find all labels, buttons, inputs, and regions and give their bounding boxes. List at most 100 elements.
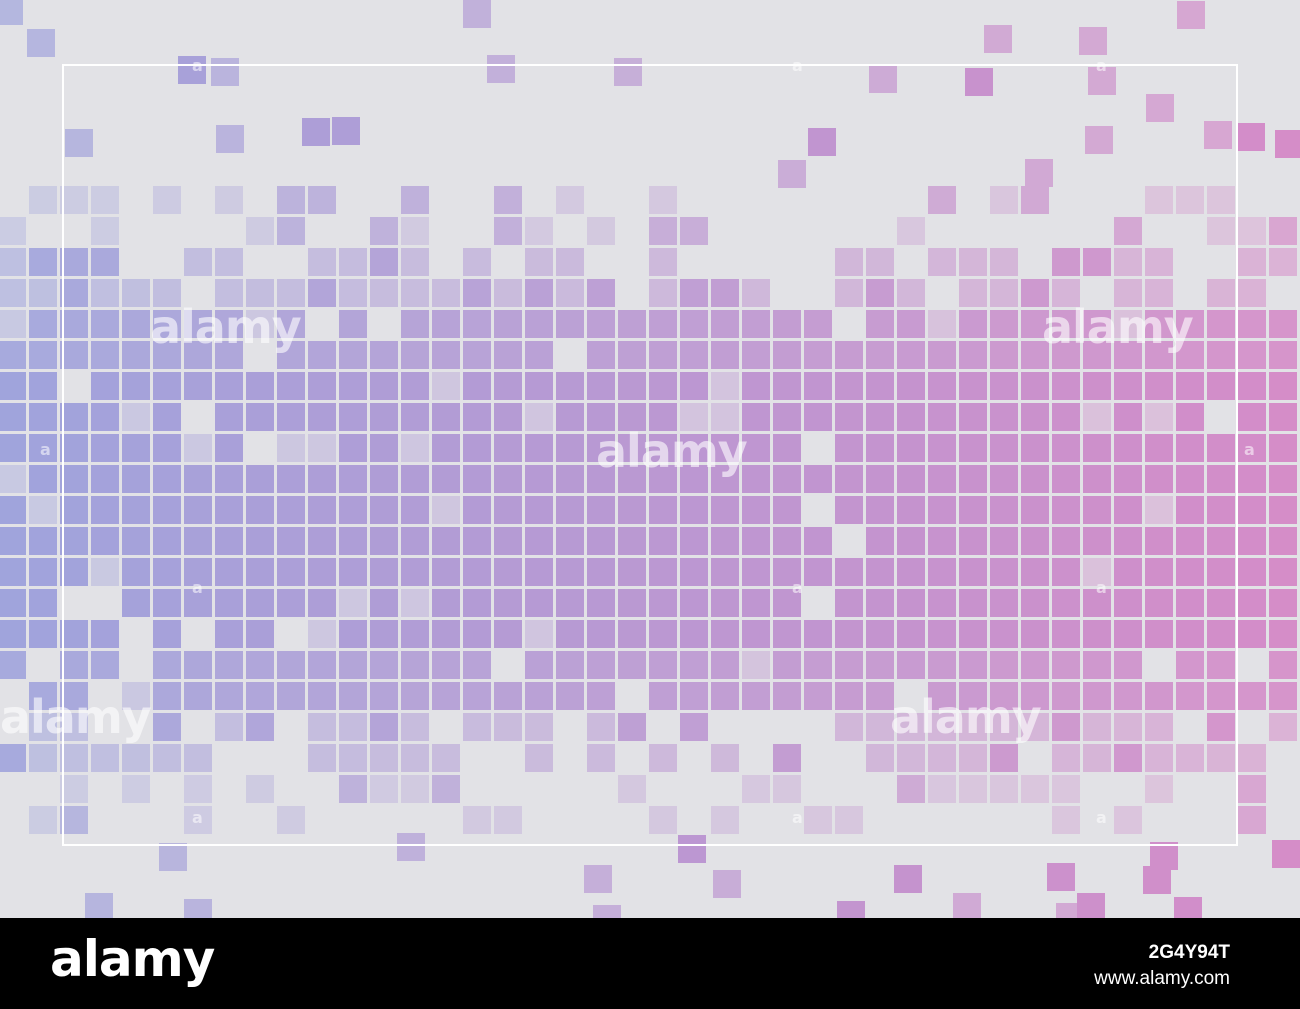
mosaic-tile	[1269, 620, 1297, 648]
mosaic-tile	[928, 713, 956, 741]
mosaic-tile	[246, 558, 274, 586]
mosaic-tile	[556, 620, 584, 648]
mosaic-tile	[804, 465, 832, 493]
mosaic-tile	[959, 713, 987, 741]
mosaic-tile	[277, 589, 305, 617]
mosaic-tile	[866, 341, 894, 369]
mosaic-tile	[432, 558, 460, 586]
mosaic-tile	[29, 744, 57, 772]
mosaic-tile	[463, 527, 491, 555]
mosaic-tile	[1114, 496, 1142, 524]
mosaic-tile	[277, 558, 305, 586]
mosaic-tile	[649, 403, 677, 431]
mosaic-tile	[1269, 465, 1297, 493]
mosaic-tile	[277, 186, 305, 214]
mosaic-tile	[1052, 558, 1080, 586]
mosaic-tile	[91, 372, 119, 400]
mosaic-tile	[463, 620, 491, 648]
mosaic-tile	[29, 620, 57, 648]
mosaic-tile	[432, 465, 460, 493]
mosaic-tile	[990, 558, 1018, 586]
mosaic-tile	[432, 341, 460, 369]
mosaic-tile	[339, 527, 367, 555]
mosaic-tile	[869, 65, 897, 93]
mosaic-tile	[556, 372, 584, 400]
mosaic-tile	[1207, 465, 1235, 493]
mosaic-tile	[866, 248, 894, 276]
mosaic-tile	[277, 465, 305, 493]
mosaic-tile	[0, 341, 26, 369]
mosaic-tile	[990, 310, 1018, 338]
mosaic-tile	[153, 589, 181, 617]
mosaic-tile	[1114, 465, 1142, 493]
mosaic-tile	[742, 403, 770, 431]
mosaic-tile	[91, 620, 119, 648]
mosaic-tile	[370, 775, 398, 803]
mosaic-tile	[897, 651, 925, 679]
mosaic-tile	[463, 651, 491, 679]
mosaic-tile	[277, 310, 305, 338]
mosaic-tile	[1083, 651, 1111, 679]
mosaic-tile	[897, 465, 925, 493]
mosaic-tile	[804, 372, 832, 400]
mosaic-tile	[122, 310, 150, 338]
mosaic-tile	[525, 341, 553, 369]
mosaic-tile	[1114, 806, 1142, 834]
mosaic-tile	[1238, 682, 1266, 710]
mosaic-tile	[215, 186, 243, 214]
mosaic-tile	[397, 833, 425, 861]
mosaic-tile	[1145, 279, 1173, 307]
mosaic-tile	[866, 496, 894, 524]
mosaic-tile	[953, 893, 981, 918]
mosaic-tile	[1176, 186, 1204, 214]
mosaic-tile	[122, 558, 150, 586]
mosaic-tile	[401, 558, 429, 586]
mosaic-tile	[990, 527, 1018, 555]
mosaic-tile	[525, 620, 553, 648]
mosaic-tile	[1114, 589, 1142, 617]
mosaic-tile	[804, 310, 832, 338]
mosaic-tile	[184, 310, 212, 338]
mosaic-tile	[1052, 372, 1080, 400]
mosaic-tile	[959, 341, 987, 369]
mosaic-tile	[60, 496, 88, 524]
mosaic-tile	[1052, 682, 1080, 710]
mosaic-tile	[494, 558, 522, 586]
mosaic-tile	[711, 434, 739, 462]
mosaic-tile	[494, 186, 522, 214]
mosaic-tile	[463, 279, 491, 307]
mosaic-tile	[866, 744, 894, 772]
mosaic-tile	[959, 248, 987, 276]
mosaic-tile	[1114, 651, 1142, 679]
mosaic-tile	[649, 372, 677, 400]
mosaic-tile	[556, 310, 584, 338]
mosaic-tile	[649, 496, 677, 524]
mosaic-tile	[773, 589, 801, 617]
mosaic-tile	[959, 682, 987, 710]
mosaic-tile	[618, 713, 646, 741]
mosaic-tile	[1238, 496, 1266, 524]
pixel-mosaic	[0, 0, 1300, 918]
mosaic-tile	[928, 434, 956, 462]
mosaic-tile	[1052, 589, 1080, 617]
mosaic-tile	[1052, 527, 1080, 555]
mosaic-tile	[804, 651, 832, 679]
mosaic-tile	[215, 620, 243, 648]
mosaic-tile	[277, 651, 305, 679]
mosaic-tile	[556, 403, 584, 431]
mosaic-tile	[928, 744, 956, 772]
mosaic-tile	[742, 465, 770, 493]
mosaic-tile	[211, 58, 239, 86]
mosaic-tile	[866, 279, 894, 307]
mosaic-tile	[339, 620, 367, 648]
mosaic-tile	[1269, 217, 1297, 245]
mosaic-tile	[494, 341, 522, 369]
mosaic-tile	[60, 682, 88, 710]
mosaic-tile	[1145, 310, 1173, 338]
mosaic-tile	[1269, 651, 1297, 679]
mosaic-tile	[1269, 248, 1297, 276]
mosaic-tile	[587, 620, 615, 648]
mosaic-tile	[1052, 434, 1080, 462]
mosaic-tile	[556, 186, 584, 214]
mosaic-tile	[773, 558, 801, 586]
